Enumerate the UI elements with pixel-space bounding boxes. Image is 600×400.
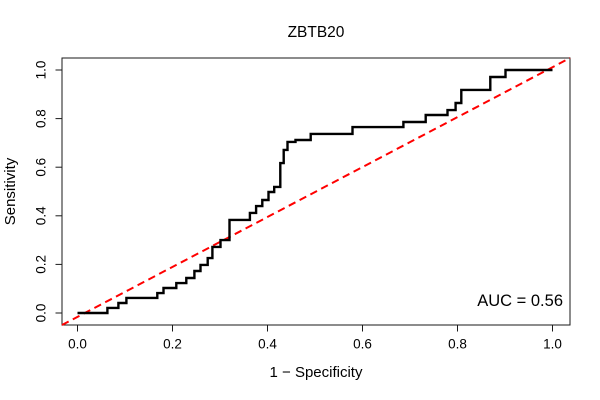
y-tick-label: 1.0	[34, 61, 49, 80]
chance-diagonal-line	[61, 57, 571, 326]
y-tick-label: 0.8	[34, 109, 49, 128]
x-tick-label: 0.8	[448, 337, 467, 352]
y-tick-label: 0.0	[34, 304, 49, 323]
x-tick-label: 0.0	[68, 337, 87, 352]
x-tick-label: 0.2	[163, 337, 182, 352]
auc-annotation: AUC = 0.56	[477, 292, 563, 310]
x-tick-label: 0.6	[353, 337, 372, 352]
x-axis-label: 1 − Specificity	[270, 364, 363, 381]
y-tick-label: 0.2	[34, 255, 49, 274]
y-tick-label: 0.6	[34, 158, 49, 177]
x-tick-label: 0.4	[258, 337, 277, 352]
series-layer	[61, 57, 571, 326]
y-axis-label: Sensitivity	[2, 157, 19, 225]
y-tick-label: 0.4	[34, 206, 49, 225]
plot-title: ZBTB20	[288, 24, 345, 41]
x-tick-label: 1.0	[543, 337, 562, 352]
plot-box	[61, 57, 571, 326]
axis-ticks: 0.0 0.2 0.4 0.6 0.8 1.0 0.0 0.2 0.4 0.6 0.8 1.0	[34, 61, 562, 352]
roc-curve	[77, 68, 553, 315]
